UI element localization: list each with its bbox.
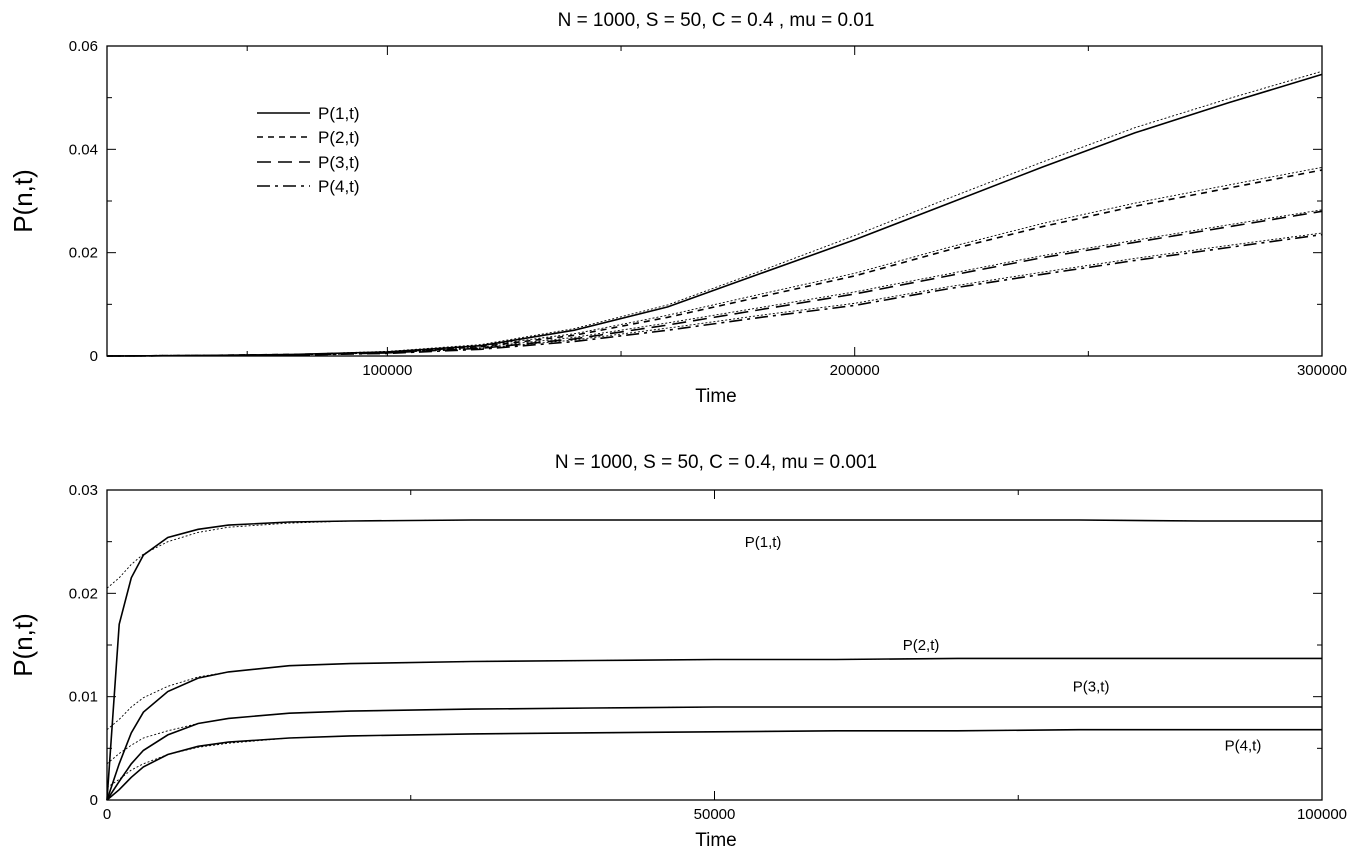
legend-entry-4: P(4,t) — [257, 177, 360, 196]
y-tick-label: 0.01 — [69, 689, 98, 706]
x-tick-label: 200000 — [830, 362, 880, 379]
y-tick-label: 0 — [90, 348, 98, 365]
bottom-series — [106, 519, 1322, 801]
x-tick-label: 300000 — [1297, 362, 1347, 379]
series-annotation-4: P(4,t) — [1225, 737, 1262, 754]
y-tick-label: 0.02 — [69, 245, 98, 262]
x-tick-label: 100000 — [1297, 806, 1347, 823]
legend-entry-1: P(1,t) — [257, 104, 360, 123]
legend-label-2: P(2,t) — [318, 128, 360, 147]
bottom-axis-ticks: 0 50000 100000 0 0.01 0.02 0.03 — [69, 482, 1347, 823]
series-line-2 — [106, 657, 1322, 801]
top-x-axis-label: Time — [695, 386, 737, 407]
bottom-chart-title: N = 1000, S = 50, C = 0.4, mu = 0.001 — [555, 452, 877, 473]
y-tick-label: 0.02 — [69, 585, 98, 602]
x-tick-label: 50000 — [694, 806, 736, 823]
top-fit-curves — [106, 70, 1323, 357]
top-series — [106, 73, 1323, 357]
fit-curve-3 — [106, 209, 1323, 357]
bottom-annotations: P(1,t) P(2,t) P(3,t) P(4,t) — [745, 534, 1262, 755]
top-plot-frame — [106, 45, 1323, 357]
bottom-x-axis-label: Time — [695, 830, 737, 850]
series-annotation-2: P(2,t) — [903, 637, 940, 654]
series-line-1 — [106, 519, 1322, 801]
x-tick-label: 0 — [103, 806, 111, 823]
legend-label-1: P(1,t) — [318, 104, 360, 123]
legend-label-4: P(4,t) — [318, 177, 360, 196]
series-annotation-3: P(3,t) — [1073, 679, 1110, 696]
y-tick-label: 0.06 — [69, 38, 98, 55]
fit-curve-4 — [106, 232, 1323, 357]
series-line-3 — [106, 210, 1323, 357]
fit-curve-1 — [106, 70, 1323, 357]
bottom-plot-frame — [106, 489, 1323, 801]
top-y-axis-label: P(n,t) — [8, 169, 38, 233]
top-legend: P(1,t) P(2,t) P(3,t) P(4,t) — [257, 104, 360, 196]
top-chart-title: N = 1000, S = 50, C = 0.4 , mu = 0.01 — [558, 10, 875, 31]
top-chart: N = 1000, S = 50, C = 0.4 , mu = 0.01 Ti… — [8, 10, 1347, 407]
y-tick-label: 0.04 — [69, 141, 98, 158]
series-line-3 — [106, 706, 1322, 801]
fit-curve-1 — [106, 519, 1322, 589]
legend-label-3: P(3,t) — [318, 153, 360, 172]
bottom-fit-curves — [106, 519, 1322, 788]
fit-curve-2 — [106, 657, 1322, 731]
fit-curve-2 — [106, 166, 1323, 357]
bottom-y-axis-label: P(n,t) — [8, 613, 38, 677]
x-tick-label: 100000 — [362, 362, 412, 379]
series-line-1 — [106, 73, 1323, 357]
series-annotation-1: P(1,t) — [745, 534, 782, 551]
legend-entry-2: P(2,t) — [257, 128, 360, 147]
bottom-chart: N = 1000, S = 50, C = 0.4, mu = 0.001 Ti… — [8, 452, 1347, 850]
series-line-2 — [106, 169, 1323, 357]
series-line-4 — [106, 728, 1322, 801]
fit-curve-3 — [106, 706, 1322, 765]
top-axis-ticks: 100000 200000 300000 0 0.02 0.04 0.06 — [69, 38, 1347, 379]
series-line-4 — [106, 233, 1323, 357]
legend-entry-3: P(3,t) — [257, 153, 360, 172]
y-tick-label: 0 — [90, 792, 98, 809]
y-tick-label: 0.03 — [69, 482, 98, 499]
